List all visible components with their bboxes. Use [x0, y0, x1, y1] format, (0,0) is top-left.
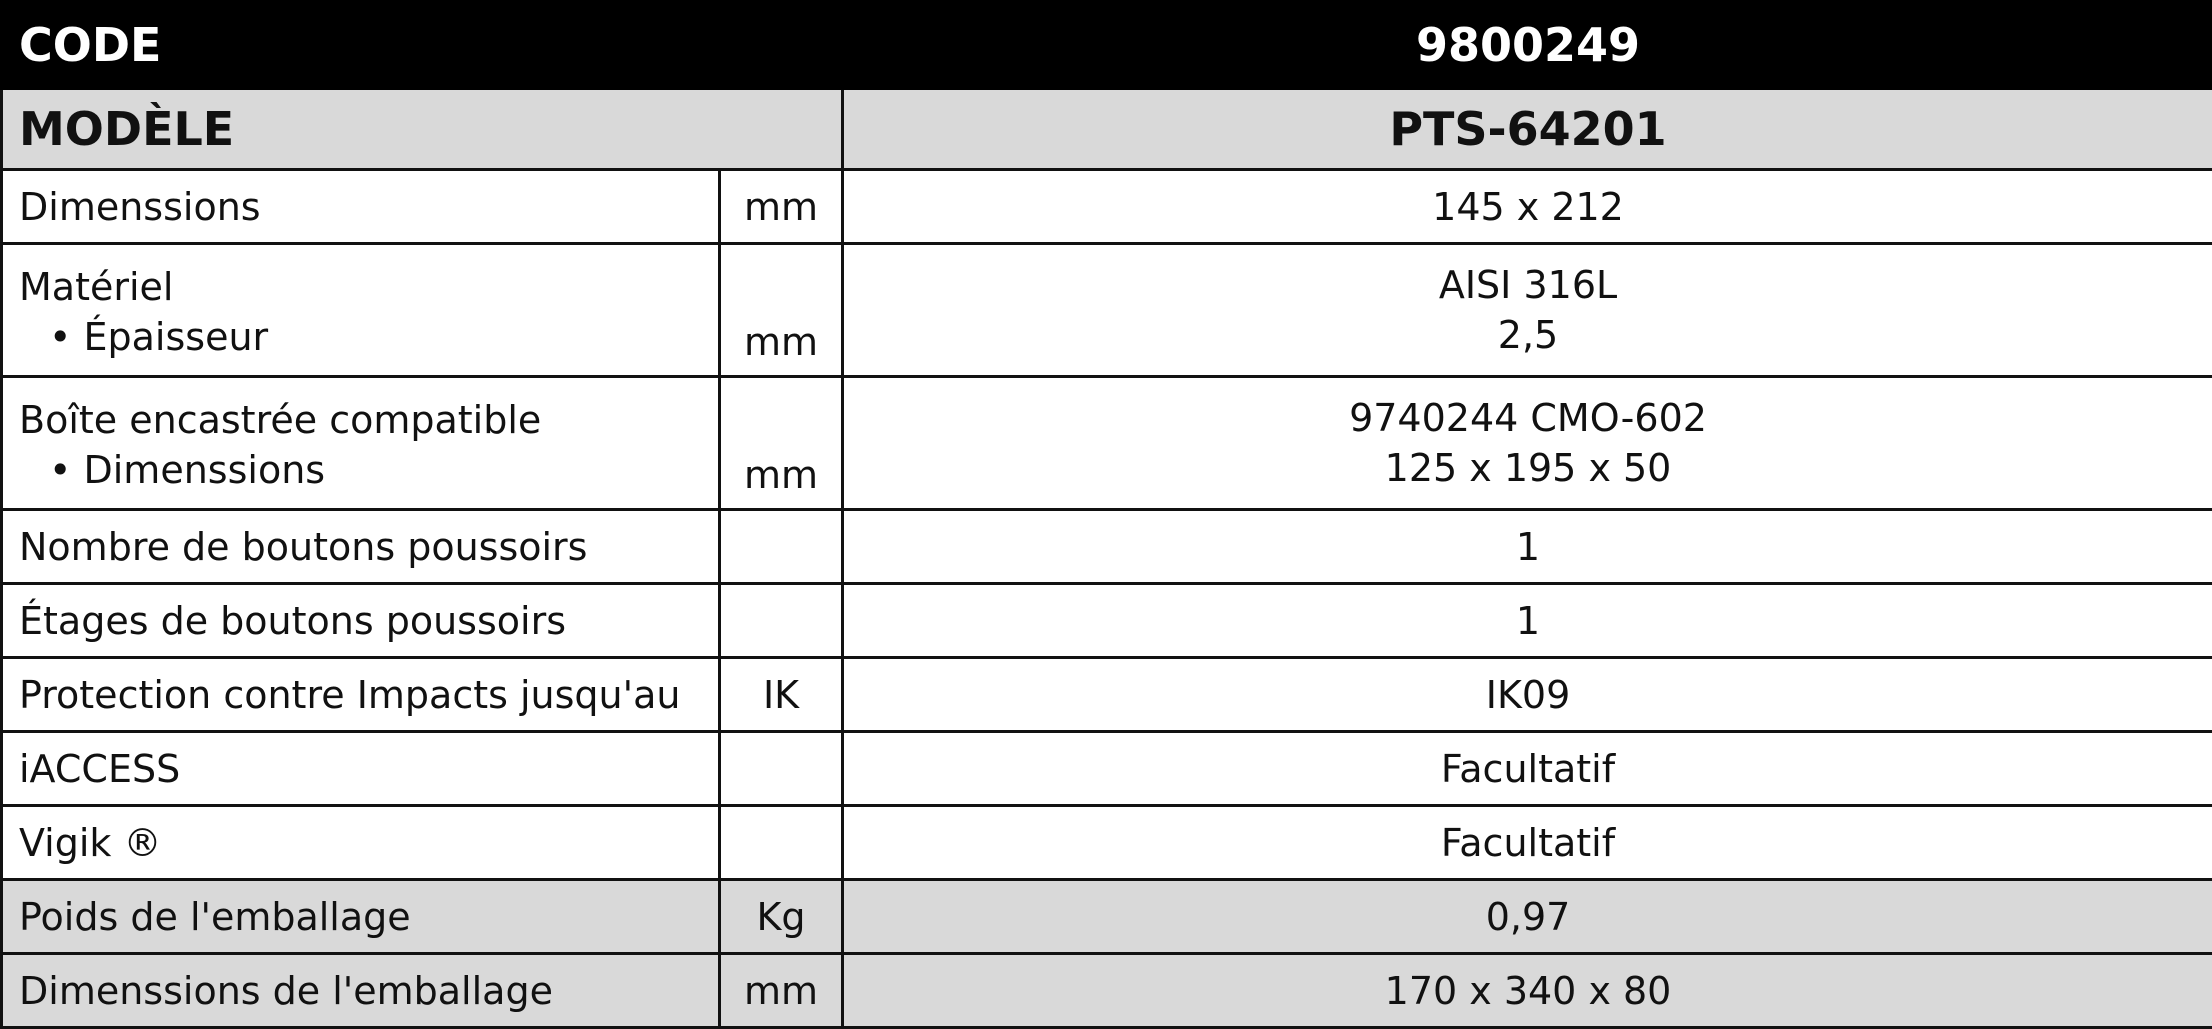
row-unit: [720, 732, 843, 806]
row-value: 145 x 212: [843, 170, 2212, 244]
table-row: Nombre de boutons poussoirs 1: [2, 510, 2212, 584]
row-value: IK09: [843, 658, 2212, 732]
row-label: Protection contre Impacts jusqu'au: [2, 658, 720, 732]
row-unit: mm: [720, 954, 843, 1028]
row-label: Poids de l'emballage: [2, 880, 720, 954]
row-label: Étages de boutons poussoirs: [2, 584, 720, 658]
row-label-main: Boîte encastrée compatible: [19, 395, 702, 445]
row-value: 1: [843, 584, 2212, 658]
row-sub-value: 125 x 195 x 50: [860, 443, 2196, 493]
code-label: CODE: [2, 2, 843, 89]
row-label-main: Matériel: [19, 262, 702, 312]
model-row: MODÈLE PTS-64201: [2, 89, 2212, 170]
row-label: Vigik ®: [2, 806, 720, 880]
row-unit: [720, 806, 843, 880]
table-row: iACCESS Facultatif: [2, 732, 2212, 806]
table-row: Étages de boutons poussoirs 1: [2, 584, 2212, 658]
model-label: MODÈLE: [2, 89, 843, 170]
table-row: Boîte encastrée compatible• Dimenssions …: [2, 377, 2212, 510]
table-row: Poids de l'emballage Kg 0,97: [2, 880, 2212, 954]
row-value-main: AISI 316L: [860, 260, 2196, 310]
row-value: 170 x 340 x 80: [843, 954, 2212, 1028]
row-label: Dimenssions: [2, 170, 720, 244]
row-unit: mm: [720, 244, 843, 377]
row-label: iACCESS: [2, 732, 720, 806]
row-unit: Kg: [720, 880, 843, 954]
row-value: 0,97: [843, 880, 2212, 954]
row-value: Facultatif: [843, 732, 2212, 806]
row-label: Boîte encastrée compatible• Dimenssions: [2, 377, 720, 510]
row-sub-label: • Épaisseur: [19, 312, 702, 362]
table-row: Dimenssions mm 145 x 212: [2, 170, 2212, 244]
row-label: Matériel• Épaisseur: [2, 244, 720, 377]
row-sub-label: • Dimenssions: [19, 445, 702, 495]
row-label: Nombre de boutons poussoirs: [2, 510, 720, 584]
row-value: Facultatif: [843, 806, 2212, 880]
table-row: Vigik ® Facultatif: [2, 806, 2212, 880]
row-value: 1: [843, 510, 2212, 584]
code-row: CODE 9800249: [2, 2, 2212, 89]
table-row: Dimenssions de l'emballage mm 170 x 340 …: [2, 954, 2212, 1028]
row-unit: mm: [720, 377, 843, 510]
row-label: Dimenssions de l'emballage: [2, 954, 720, 1028]
row-unit: [720, 584, 843, 658]
code-value: 9800249: [843, 2, 2212, 89]
row-value-main: 9740244 CMO-602: [860, 393, 2196, 443]
model-value: PTS-64201: [843, 89, 2212, 170]
table-row: Protection contre Impacts jusqu'au IK IK…: [2, 658, 2212, 732]
row-unit: IK: [720, 658, 843, 732]
row-unit: mm: [720, 170, 843, 244]
row-unit: [720, 510, 843, 584]
row-sub-value: 2,5: [860, 310, 2196, 360]
